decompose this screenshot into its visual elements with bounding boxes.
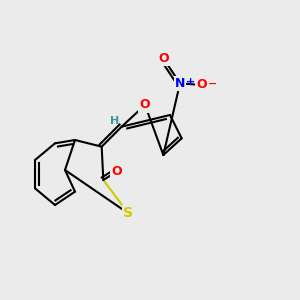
Text: S: S xyxy=(123,206,133,220)
Text: O: O xyxy=(140,98,150,112)
Text: O: O xyxy=(196,79,207,92)
Text: H: H xyxy=(110,116,119,126)
Text: N: N xyxy=(175,77,185,90)
Text: O: O xyxy=(158,52,169,65)
Text: +: + xyxy=(186,77,195,87)
Text: O: O xyxy=(111,165,122,178)
Text: −: − xyxy=(208,79,217,88)
